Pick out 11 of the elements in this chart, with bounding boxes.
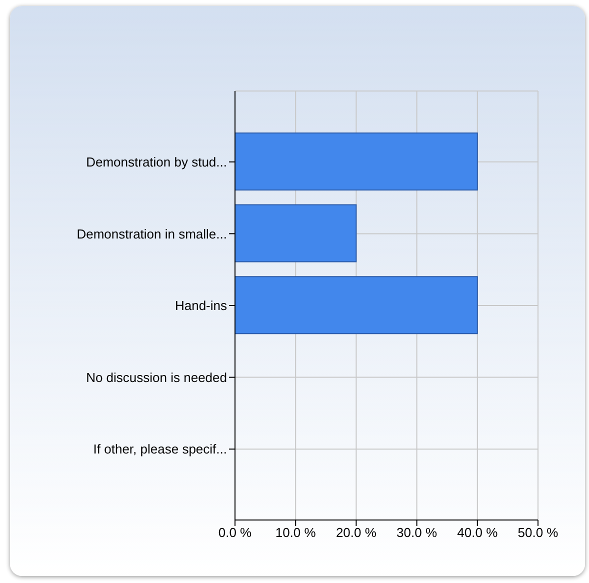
y-tick-label: Demonstration by stud... (86, 154, 227, 170)
x-tick-label: 0.0 % (218, 525, 252, 540)
y-tick-label: No discussion is needed (86, 370, 227, 385)
y-tick-label: If other, please specif... (93, 442, 227, 457)
x-tick-label: 40.0 % (457, 525, 498, 540)
y-tick-label: Hand-ins (174, 298, 228, 314)
x-tick-label: 10.0 % (275, 525, 316, 540)
x-tick-label: 20.0 % (336, 525, 377, 540)
x-tick-label: 30.0 % (396, 525, 438, 540)
x-tick-label: 50.0 % (518, 525, 559, 540)
y-tick-label: Demonstration in smalle... (76, 226, 227, 242)
